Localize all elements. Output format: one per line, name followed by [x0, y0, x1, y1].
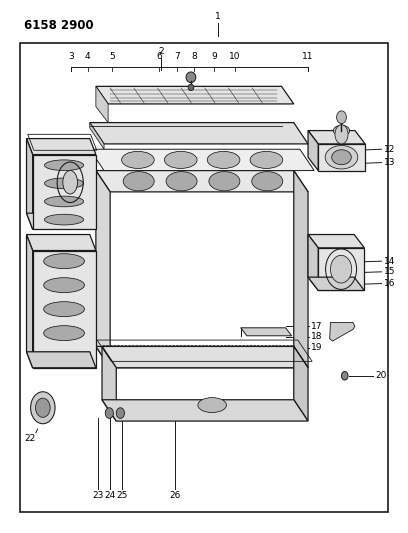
Ellipse shape [330, 255, 352, 283]
Polygon shape [27, 213, 96, 229]
Ellipse shape [325, 146, 358, 169]
Ellipse shape [116, 408, 124, 418]
Polygon shape [90, 123, 308, 144]
Polygon shape [241, 328, 292, 336]
Text: 9: 9 [211, 52, 217, 61]
Ellipse shape [44, 196, 84, 207]
Text: 7: 7 [175, 52, 180, 61]
Text: 20: 20 [375, 372, 387, 380]
Polygon shape [102, 400, 308, 421]
Text: 22: 22 [24, 434, 35, 442]
Text: 6: 6 [156, 52, 162, 61]
Ellipse shape [333, 125, 350, 136]
Polygon shape [90, 149, 314, 171]
Polygon shape [308, 235, 364, 248]
Polygon shape [27, 139, 96, 155]
Ellipse shape [207, 151, 240, 168]
Polygon shape [330, 322, 355, 341]
Ellipse shape [335, 125, 348, 144]
Text: 18: 18 [311, 333, 322, 341]
Ellipse shape [63, 171, 78, 194]
Ellipse shape [44, 278, 84, 293]
Polygon shape [318, 248, 364, 290]
Bar [20, 43, 388, 512]
Text: 14: 14 [384, 257, 395, 265]
Text: 25: 25 [117, 491, 128, 500]
Text: 12: 12 [384, 145, 395, 154]
Ellipse shape [188, 84, 194, 91]
Text: 4: 4 [85, 52, 91, 61]
Ellipse shape [123, 172, 154, 191]
Polygon shape [96, 171, 308, 192]
Polygon shape [33, 155, 96, 229]
Polygon shape [308, 131, 318, 171]
Ellipse shape [332, 150, 351, 165]
Ellipse shape [337, 111, 346, 124]
Polygon shape [294, 346, 308, 421]
Polygon shape [294, 171, 308, 368]
Polygon shape [96, 86, 108, 123]
Polygon shape [308, 235, 318, 290]
Ellipse shape [44, 214, 84, 225]
Ellipse shape [44, 302, 84, 317]
Text: 26: 26 [170, 491, 181, 500]
Ellipse shape [31, 392, 55, 424]
Text: 15: 15 [384, 268, 395, 276]
Polygon shape [102, 346, 308, 368]
Text: 8: 8 [191, 52, 197, 61]
Ellipse shape [35, 398, 50, 417]
Polygon shape [96, 346, 308, 368]
Text: 13: 13 [384, 158, 395, 167]
Ellipse shape [209, 172, 240, 191]
Text: 1: 1 [215, 12, 221, 21]
Text: 24: 24 [104, 491, 116, 500]
Text: 16: 16 [384, 279, 395, 288]
Text: 6158 2900: 6158 2900 [24, 19, 94, 31]
Polygon shape [308, 131, 365, 144]
Text: 2: 2 [158, 47, 164, 56]
Polygon shape [96, 171, 110, 368]
Polygon shape [27, 235, 96, 251]
Ellipse shape [341, 372, 348, 380]
Ellipse shape [186, 72, 196, 83]
Polygon shape [308, 277, 364, 290]
Ellipse shape [44, 160, 84, 171]
Ellipse shape [44, 178, 84, 189]
Text: 11: 11 [302, 52, 314, 61]
Ellipse shape [250, 151, 283, 168]
Polygon shape [318, 144, 365, 171]
Polygon shape [90, 123, 104, 149]
Text: 10: 10 [229, 52, 240, 61]
Ellipse shape [164, 151, 197, 168]
Ellipse shape [122, 151, 154, 168]
Text: 5: 5 [109, 52, 115, 61]
Polygon shape [27, 352, 96, 368]
Text: 23: 23 [92, 491, 104, 500]
Polygon shape [96, 86, 294, 104]
Polygon shape [102, 346, 116, 421]
Text: 17: 17 [311, 322, 322, 330]
Text: 3: 3 [69, 52, 74, 61]
Ellipse shape [44, 326, 84, 341]
Polygon shape [27, 235, 33, 368]
Text: 21: 21 [43, 268, 55, 276]
Text: 19: 19 [311, 343, 322, 352]
Polygon shape [27, 139, 33, 229]
Ellipse shape [166, 172, 197, 191]
Polygon shape [33, 251, 96, 368]
Ellipse shape [252, 172, 283, 191]
Ellipse shape [105, 408, 113, 418]
Ellipse shape [44, 254, 84, 269]
Ellipse shape [198, 398, 226, 413]
